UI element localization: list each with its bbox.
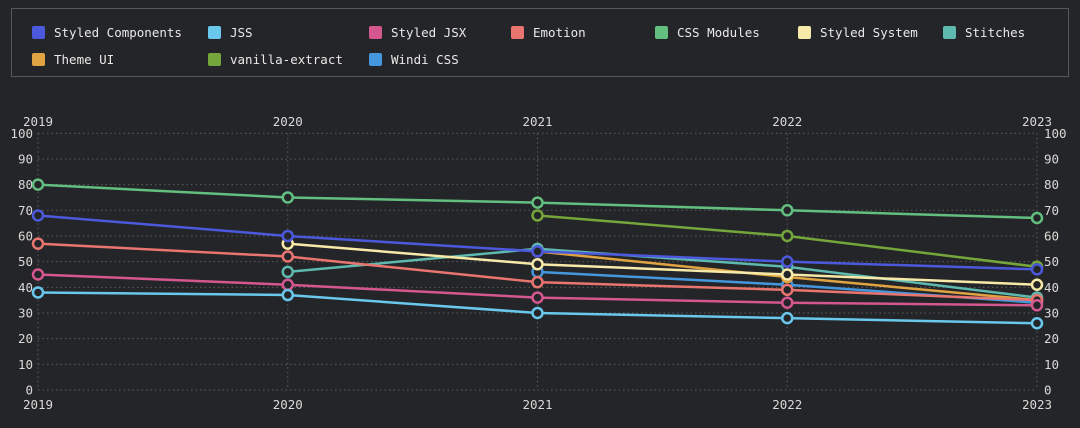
y-axis-label-left-40: 40 — [18, 280, 33, 295]
data-point-styled-jsx-2020[interactable] — [281, 278, 294, 292]
data-point-css-modules-2023[interactable] — [1030, 211, 1044, 225]
data-point-jss-2021[interactable] — [531, 306, 544, 320]
x-axis-label-bottom-2019: 2019 — [23, 397, 53, 412]
legend-label: Styled JSX — [391, 25, 467, 40]
legend-swatch-stitches — [943, 26, 956, 39]
data-point-styled-system-2022[interactable] — [781, 268, 794, 281]
data-point-styled-jsx-2021[interactable] — [531, 291, 544, 304]
y-axis-label-left-60: 60 — [18, 228, 33, 243]
data-point-styled-jsx-2023[interactable] — [1030, 299, 1044, 312]
y-axis-label-right-0: 0 — [1044, 383, 1052, 398]
legend-item-windi-css[interactable]: Windi CSS — [369, 52, 459, 67]
legend-item-styled-system[interactable]: Styled System — [798, 25, 918, 40]
data-point-styled-system-2021[interactable] — [531, 257, 544, 271]
data-point-styled-system-2023[interactable] — [1030, 278, 1044, 292]
y-axis-label-left-50: 50 — [18, 254, 33, 269]
y-axis-label-left-80: 80 — [18, 177, 33, 192]
data-point-emotion-2022[interactable] — [781, 283, 794, 297]
y-axis-label-left-30: 30 — [18, 305, 33, 320]
x-axis-label-top-2019: 2019 — [23, 114, 53, 129]
data-point-stitches-2020[interactable] — [281, 265, 294, 279]
y-axis-label-right-70: 70 — [1044, 203, 1059, 218]
data-point-css-modules-2020[interactable] — [281, 191, 294, 204]
data-point-styled-components-2019[interactable] — [31, 209, 45, 222]
data-point-emotion-2019[interactable] — [31, 237, 45, 250]
legend-swatch-styled-system — [798, 26, 811, 39]
data-point-styled-components-2022[interactable] — [781, 255, 794, 268]
legend-swatch-jss — [208, 26, 221, 39]
data-point-vanilla-extract-2021[interactable] — [531, 209, 544, 222]
data-point-styled-components-2023[interactable] — [1030, 263, 1044, 276]
series-line-styled-system — [286, 242, 1039, 287]
y-axis-label-right-20: 20 — [1044, 331, 1059, 346]
data-point-css-modules-2019[interactable] — [31, 178, 45, 191]
y-axis-label-right-90: 90 — [1044, 151, 1059, 166]
x-axis-label-top-2021: 2021 — [522, 114, 552, 129]
legend-item-styled-jsx[interactable]: Styled JSX — [369, 25, 466, 40]
x-axis-label-top-2022: 2022 — [772, 114, 802, 129]
x-axis-label-top-2023: 2023 — [1022, 114, 1052, 129]
data-point-styled-components-2020[interactable] — [281, 229, 294, 243]
data-point-styled-jsx-2022[interactable] — [781, 296, 794, 309]
y-axis-label-left-0: 0 — [25, 383, 33, 398]
data-point-jss-2019[interactable] — [31, 286, 45, 299]
legend-label: Styled System — [820, 25, 918, 40]
y-axis-label-left-20: 20 — [18, 331, 33, 346]
legend-label: Windi CSS — [391, 52, 459, 67]
legend-label: Emotion — [533, 25, 586, 40]
legend-swatch-vanilla-extract — [208, 53, 221, 66]
y-axis-label-right-100: 100 — [1044, 126, 1067, 141]
legend-swatch-theme-ui — [32, 53, 45, 66]
data-point-emotion-2020[interactable] — [281, 250, 294, 263]
legend-swatch-styled-components — [32, 26, 45, 39]
x-axis-label-top-2020: 2020 — [273, 114, 303, 129]
data-point-styled-components-2021[interactable] — [531, 245, 544, 258]
y-axis-label-right-40: 40 — [1044, 280, 1059, 295]
data-point-styled-jsx-2019[interactable] — [31, 268, 45, 281]
legend-label: CSS Modules — [677, 25, 760, 40]
data-point-css-modules-2022[interactable] — [781, 204, 794, 217]
legend-label: Styled Components — [54, 25, 182, 40]
data-point-css-modules-2021[interactable] — [531, 196, 544, 209]
x-axis-label-bottom-2023: 2023 — [1022, 397, 1052, 412]
y-axis-label-right-80: 80 — [1044, 177, 1059, 192]
x-axis-label-bottom-2022: 2022 — [772, 397, 802, 412]
legend-swatch-emotion — [511, 26, 524, 39]
data-point-jss-2022[interactable] — [781, 311, 794, 325]
legend-item-css-modules[interactable]: CSS Modules — [655, 25, 760, 40]
legend-label: JSS — [230, 25, 253, 40]
x-axis-label-bottom-2021: 2021 — [522, 397, 552, 412]
y-axis-label-right-10: 10 — [1044, 357, 1059, 372]
legend-item-styled-components[interactable]: Styled Components — [32, 25, 182, 40]
y-axis-label-left-90: 90 — [18, 151, 33, 166]
y-axis-label-right-50: 50 — [1044, 254, 1059, 269]
x-axis-label-bottom-2020: 2020 — [273, 397, 303, 412]
series-line-stitches — [286, 247, 1039, 299]
data-point-vanilla-extract-2022[interactable] — [781, 229, 794, 243]
y-axis-label-right-30: 30 — [1044, 305, 1059, 320]
legend-item-jss[interactable]: JSS — [208, 25, 253, 40]
legend-label: Theme UI — [54, 52, 115, 67]
y-axis-label-left-70: 70 — [18, 203, 33, 218]
y-axis-label-right-60: 60 — [1044, 228, 1059, 243]
legend-swatch-styled-jsx — [369, 26, 382, 39]
data-point-jss-2023[interactable] — [1030, 317, 1044, 330]
data-point-jss-2020[interactable] — [281, 288, 294, 302]
legend-swatch-windi-css — [369, 53, 382, 66]
legend-item-theme-ui[interactable]: Theme UI — [32, 52, 114, 67]
legend-label: vanilla-extract — [230, 52, 343, 67]
legend-item-stitches[interactable]: Stitches — [943, 25, 1025, 40]
legend-item-emotion[interactable]: Emotion — [511, 25, 586, 40]
legend-swatch-css-modules — [655, 26, 668, 39]
legend-item-vanilla-extract[interactable]: vanilla-extract — [208, 52, 343, 67]
legend-label: Stitches — [965, 25, 1026, 40]
y-axis-label-left-100: 100 — [10, 126, 33, 141]
chart-legend: Styled Components JSS Styled JSX Emotion CSS… — [11, 8, 1069, 77]
y-axis-label-left-10: 10 — [18, 357, 33, 372]
data-point-emotion-2021[interactable] — [531, 275, 544, 289]
